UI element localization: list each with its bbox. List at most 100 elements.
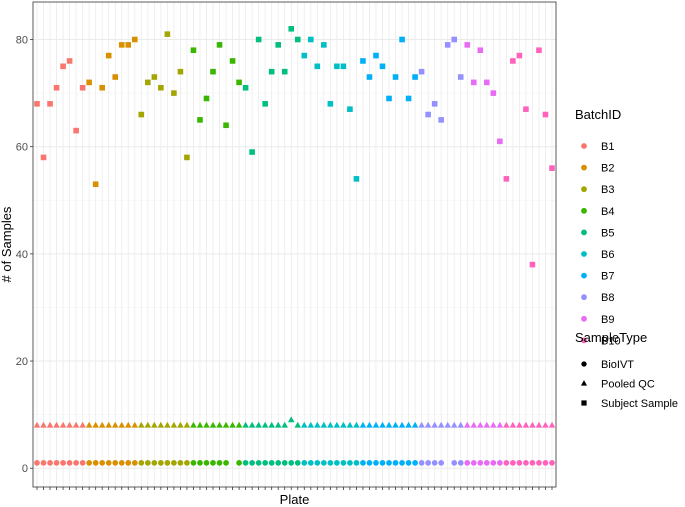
point: [99, 460, 106, 466]
point: [275, 42, 281, 48]
plot-border: [32, 1, 557, 488]
point: [138, 421, 145, 428]
point: [177, 68, 184, 75]
point: [288, 460, 295, 466]
point: [236, 79, 242, 86]
point: [509, 421, 517, 428]
legend-key-batch: [581, 207, 587, 214]
point: [190, 421, 197, 428]
point: [366, 421, 373, 428]
point: [287, 416, 295, 423]
point: [151, 460, 158, 466]
legend-key-batch: [581, 294, 587, 301]
point: [451, 36, 458, 43]
legend-label-batch: B3: [601, 184, 614, 196]
point: [523, 106, 529, 112]
point: [327, 460, 334, 466]
point: [529, 460, 536, 466]
point: [222, 421, 230, 428]
point: [229, 421, 236, 428]
legend-label-batch: B4: [601, 206, 614, 218]
point: [131, 460, 138, 466]
point: [92, 181, 99, 187]
point: [125, 421, 132, 428]
point: [72, 421, 80, 428]
point: [281, 460, 288, 466]
point: [353, 421, 360, 428]
legend-key-sampletype: [581, 361, 587, 367]
legend-key-batch: [581, 186, 587, 193]
point: [386, 460, 392, 466]
point: [40, 421, 47, 428]
point: [373, 460, 379, 466]
point: [184, 460, 190, 466]
point: [125, 42, 132, 48]
point: [79, 84, 86, 91]
point: [105, 421, 112, 428]
point: [437, 421, 445, 428]
x-axis: [36, 487, 553, 490]
point: [79, 460, 86, 466]
point: [359, 421, 367, 428]
point: [223, 122, 229, 129]
point: [53, 84, 60, 91]
legend-key-batch: [581, 164, 587, 171]
point: [347, 106, 353, 112]
point: [73, 460, 79, 466]
point: [444, 421, 451, 428]
point: [262, 460, 269, 466]
point: [60, 460, 66, 466]
point: [249, 460, 255, 466]
point: [118, 460, 125, 466]
y-axis-title: # of Samples: [0, 206, 14, 282]
point: [523, 460, 529, 466]
point: [177, 421, 184, 428]
point: [248, 421, 256, 428]
point: [261, 421, 269, 428]
point: [503, 176, 510, 182]
point: [40, 154, 47, 161]
point: [144, 460, 151, 466]
point: [431, 460, 438, 466]
point: [66, 421, 73, 428]
point: [360, 58, 366, 64]
legend-label-batch: B6: [601, 249, 614, 261]
point: [536, 47, 542, 54]
point: [92, 421, 99, 428]
point: [549, 460, 555, 466]
point: [138, 460, 145, 466]
point: [464, 42, 471, 48]
point: [333, 421, 341, 428]
point: [470, 421, 478, 428]
point: [386, 95, 392, 102]
point: [360, 460, 366, 466]
point: [157, 421, 165, 428]
point: [151, 74, 158, 80]
point: [164, 460, 171, 466]
point: [405, 421, 412, 428]
point: [314, 421, 321, 428]
point: [385, 421, 393, 428]
point: [242, 421, 249, 428]
point: [294, 421, 302, 428]
point: [281, 68, 288, 75]
point: [99, 84, 105, 91]
point: [294, 36, 301, 43]
point: [164, 421, 171, 428]
point: [301, 460, 308, 466]
point: [424, 421, 432, 428]
point: [510, 460, 516, 466]
point: [483, 460, 490, 466]
point: [203, 460, 210, 466]
point: [353, 176, 360, 182]
point: [392, 421, 399, 428]
point: [327, 421, 334, 428]
point: [340, 421, 347, 428]
x-axis-title: Plate: [280, 492, 310, 507]
y-axis: 0 20 40 60 80: [16, 35, 33, 475]
point: [418, 68, 425, 75]
legend-label-batch: B5: [601, 227, 614, 239]
point: [164, 31, 171, 37]
